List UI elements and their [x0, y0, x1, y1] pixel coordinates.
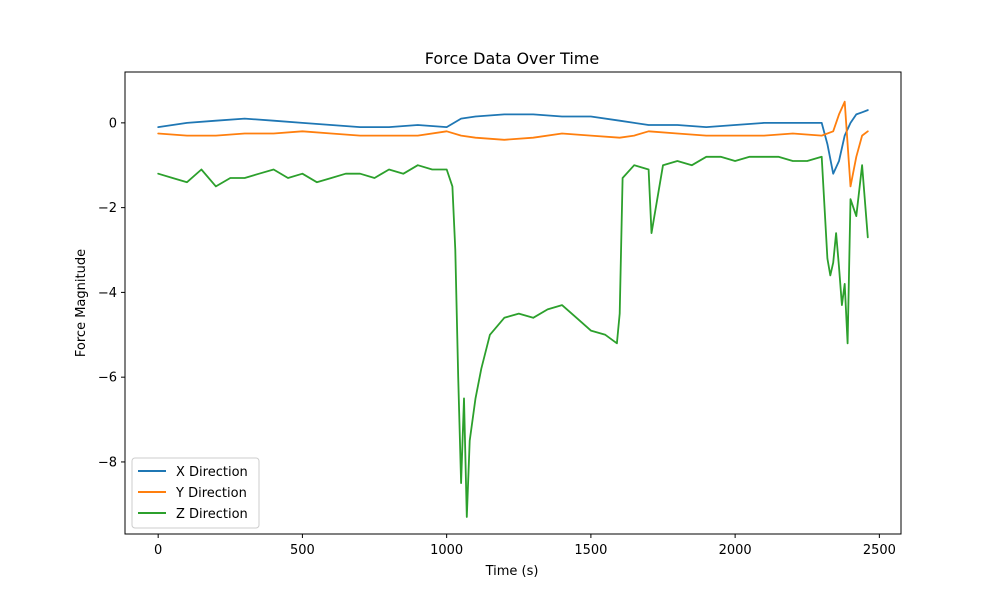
- series-z-direction-line: [157, 155, 869, 518]
- y-tick-label: −6: [98, 371, 117, 386]
- x-tick-label: 1500: [574, 543, 607, 558]
- x-tick-label: 2500: [863, 543, 896, 558]
- y-axis-label: Force Magnitude: [74, 249, 89, 357]
- y-axis: 0 −2 −4 −6 −8: [98, 116, 125, 470]
- plot-frame: [124, 71, 902, 535]
- y-tick-label: 0: [109, 116, 117, 131]
- legend-label-y: Y Direction: [175, 486, 247, 501]
- x-axis-label: Time (s): [485, 564, 539, 579]
- x-axis: 0 500 1000 1500 2000 2500: [154, 534, 896, 558]
- series-layer: [157, 100, 869, 518]
- legend-label-x: X Direction: [176, 465, 248, 480]
- y-tick-label: −8: [98, 455, 117, 470]
- legend-label-z: Z Direction: [176, 507, 248, 522]
- legend: X Direction Y Direction Z Direction: [131, 457, 260, 529]
- x-tick-label: 2000: [719, 543, 752, 558]
- series-y-direction-line: [157, 100, 869, 188]
- y-tick-label: −2: [98, 201, 117, 216]
- series-x-direction-line: [157, 109, 869, 175]
- legend-box: [131, 457, 260, 529]
- plot-area: [124, 71, 902, 535]
- chart-title: Force Data Over Time: [425, 49, 599, 68]
- x-tick-label: 500: [290, 543, 315, 558]
- y-tick-label: −4: [98, 286, 117, 301]
- x-tick-label: 1000: [430, 543, 463, 558]
- x-tick-label: 0: [154, 543, 162, 558]
